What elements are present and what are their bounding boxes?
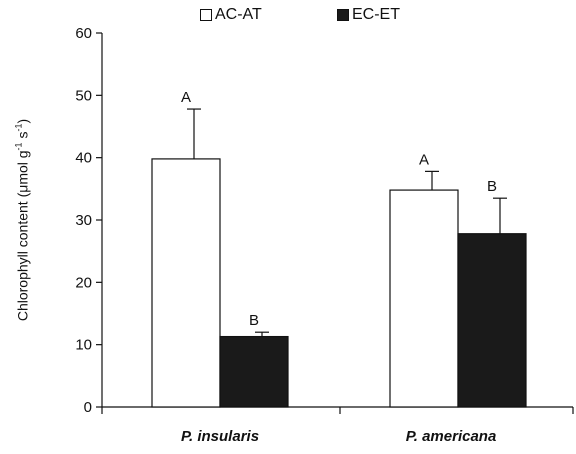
x-category-label-p-americana: P. americana <box>405 428 497 445</box>
y-tick-label-0: 0 <box>84 399 92 416</box>
x-category-label-p-insularis: P. insularis <box>180 428 260 445</box>
legend-label-ac-at: AC-AT <box>215 6 262 23</box>
legend: AC-AT EC-ET <box>0 6 576 28</box>
y-tick-label-50: 50 <box>75 87 92 104</box>
y-tick-label-40: 40 <box>75 150 92 167</box>
bar-p-insularis-ac-at <box>151 158 221 408</box>
bar-p-americana-ac-at <box>389 189 459 408</box>
legend-item-ec-et: EC-ET <box>337 6 400 24</box>
bar-p-insularis-ec-et <box>219 335 289 408</box>
y-tick-label-20: 20 <box>75 274 92 291</box>
significance-letter-p-americana-ac-at: A <box>419 151 429 168</box>
legend-label-ec-et: EC-ET <box>352 6 400 23</box>
legend-swatch-ec-et <box>337 9 349 21</box>
y-tick-label-60: 60 <box>75 25 92 42</box>
legend-swatch-ac-at <box>200 9 212 21</box>
significance-letter-p-americana-ec-et: B <box>487 178 497 195</box>
significance-letter-p-insularis-ac-at: A <box>181 89 191 106</box>
bar-p-americana-ec-et <box>457 233 527 408</box>
legend-item-ac-at: AC-AT <box>200 6 262 24</box>
y-tick-label-10: 10 <box>75 337 92 354</box>
significance-letter-p-insularis-ec-et: B <box>249 312 259 329</box>
y-tick-label-30: 30 <box>75 212 92 229</box>
